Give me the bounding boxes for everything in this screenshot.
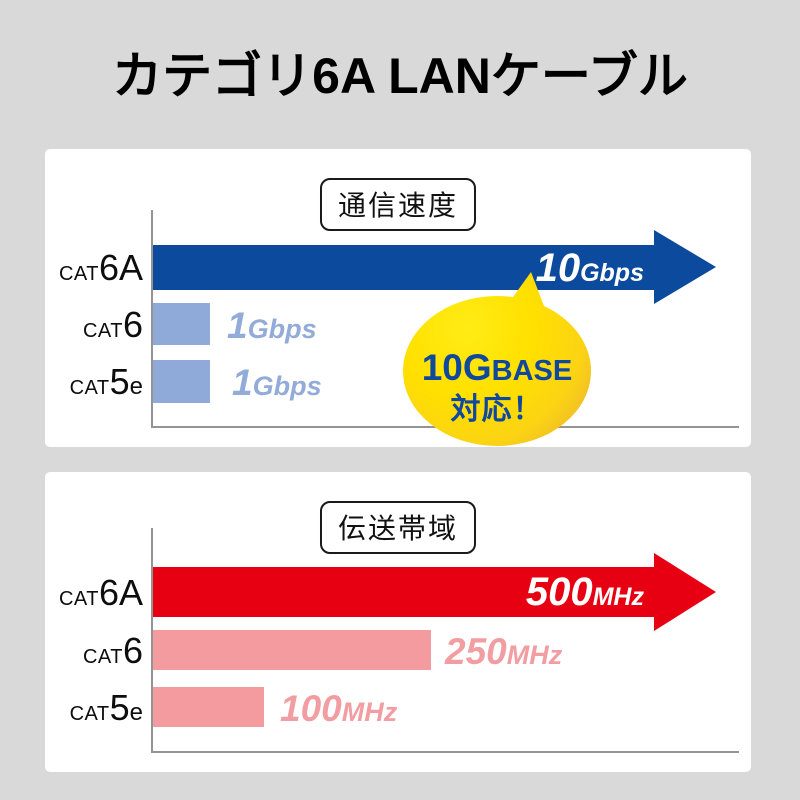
callout-line1: 10GBASE [422,347,573,388]
value-number: 250 [445,631,507,672]
value-number: 1 [227,305,248,346]
cat-number: 6A [98,247,143,288]
band-row-label-cat6: CAT 6 [45,630,143,672]
cat-prefix: CAT [82,646,123,668]
speed-bar-cat5e [153,360,210,403]
value-unit: Gbps [252,371,322,401]
band-chart-panel: 伝送帯域 CAT 6A 500MHz CAT 6 250MHz CAT 5 e 100M… [45,472,751,772]
band-arrow-head-icon [654,553,716,631]
band-value-cat5e: 100MHz [280,690,397,727]
band-chart-title: 伝送帯域 [319,501,477,554]
speed-y-axis [151,210,153,428]
callout-line1-big: 10G [422,347,492,388]
value-unit: MHz [341,697,398,727]
cat-prefix: CAT [58,588,99,610]
speed-bar-cat6a: 10Gbps [153,245,654,290]
speed-arrow-head-icon [654,230,716,304]
cat-prefix: CAT [58,263,99,285]
callout-line2: 対応！ [451,393,544,426]
band-value-cat6a: 500MHz [526,572,644,612]
balloon-body [403,296,591,446]
callout-balloon: 10GBASE 対応！ [403,272,591,446]
value-number: 100 [280,688,342,729]
band-bar-cat5e [153,687,264,727]
cat-number: 6A [98,572,143,613]
cat-suffix: e [129,373,143,400]
cat-prefix: CAT [69,377,110,399]
speed-row-label-cat5e: CAT 5 e [45,361,143,403]
cat-number: 5 [109,361,130,402]
band-bar-cat6a: 500MHz [153,567,654,617]
value-number: 1 [232,362,253,403]
band-y-axis [151,528,153,753]
value-number: 10 [535,246,581,290]
band-row-label-cat6a: CAT 6A [45,572,143,614]
speed-value-cat6: 1Gbps [227,307,317,344]
page-title: カテゴリ6A LANケーブル [112,48,688,104]
cat-prefix: CAT [69,703,110,725]
speed-chart-title: 通信速度 [319,178,477,231]
speed-chart-panel: 通信速度 CAT 6A 10Gbps CAT 6 1Gbps CAT 5 e 1Gbps [45,149,751,447]
band-x-axis [151,751,739,753]
callout-line1-small: BASE [492,355,573,387]
cat-suffix: e [129,699,143,726]
speed-row-label-cat6: CAT 6 [45,304,143,346]
speed-row-label-cat6a: CAT 6A [45,247,143,289]
speed-bar-cat6 [153,303,210,345]
band-row-label-cat5e: CAT 5 e [45,687,143,729]
cat-number: 6 [122,630,143,671]
value-unit: Gbps [247,314,317,344]
band-value-cat6: 250MHz [445,633,562,670]
value-number: 500 [525,570,593,614]
value-unit: Gbps [580,259,644,287]
band-bar-cat6 [153,630,431,670]
cat-prefix: CAT [82,320,123,342]
cat-number: 6 [122,304,143,345]
cat-number: 5 [109,687,130,728]
speed-value-cat5e: 1Gbps [232,364,322,401]
speed-value-cat6a: 10Gbps [536,248,644,288]
value-unit: MHz [592,583,644,611]
value-unit: MHz [506,640,563,670]
